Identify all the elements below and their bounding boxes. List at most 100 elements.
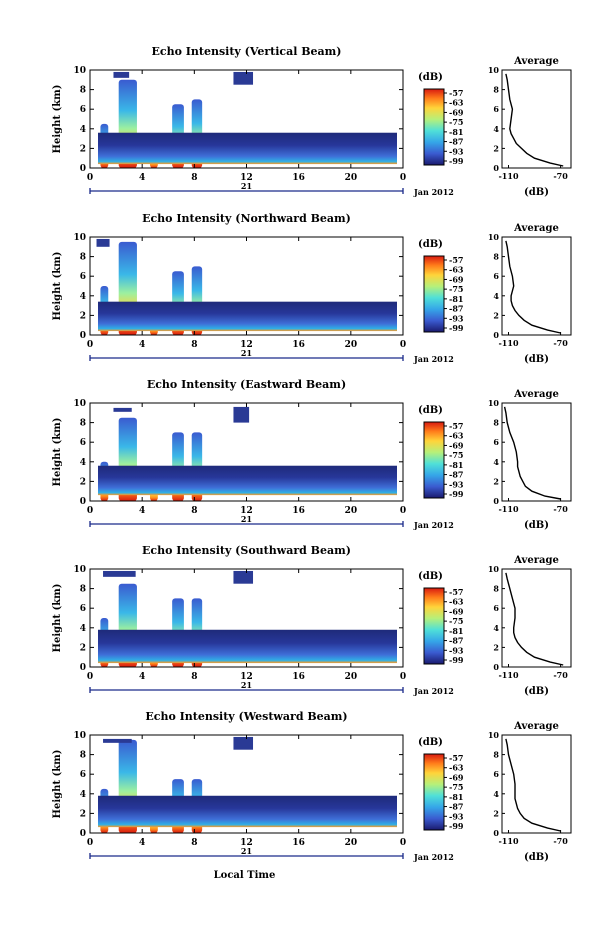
echo-layer xyxy=(98,301,397,332)
colorbar-tick-label: -81 xyxy=(449,460,463,470)
colorbar-unit: (dB) xyxy=(418,405,443,416)
y-tick-label: 10 xyxy=(73,399,86,409)
profile-title: Average xyxy=(513,223,559,234)
colorbar-tick-label: -81 xyxy=(449,792,463,802)
profile-x-label: (dB) xyxy=(524,354,549,365)
y-tick-label: 2 xyxy=(80,809,86,819)
x-tick-label: 0 xyxy=(87,672,93,682)
panel-title: Echo Intensity (Eastward Beam) xyxy=(147,378,346,391)
profile-x-label: (dB) xyxy=(524,187,549,198)
colorbar-tick-label: -81 xyxy=(449,294,463,304)
colorbar-tick-label: -99 xyxy=(449,323,464,333)
profile-y-tick-label: 6 xyxy=(493,437,499,447)
profile-x-label: (dB) xyxy=(524,520,549,531)
profile-y-tick-label: 6 xyxy=(493,603,499,613)
echo-layer xyxy=(98,465,397,496)
y-tick-label: 4 xyxy=(80,125,86,135)
x-tick-label: 12 xyxy=(240,506,253,516)
profile-y-tick-label: 0 xyxy=(493,662,499,672)
panel-2: Echo Intensity (Northward Beam) 0 2 4 6 8 10 He… xyxy=(52,212,572,365)
colorbar-tick-label: -75 xyxy=(449,284,463,294)
y-tick-label: 10 xyxy=(73,731,86,741)
colorbar-tick-label: -87 xyxy=(449,636,463,646)
x-tick-label: 0 xyxy=(87,838,93,848)
profile-x-tick-label: -70 xyxy=(553,171,568,181)
profile-y-tick-label: 10 xyxy=(488,398,500,408)
profile-y-tick-label: 4 xyxy=(493,457,499,467)
heatmap-features xyxy=(98,570,397,667)
y-tick-label: 6 xyxy=(80,770,86,780)
echo-layer xyxy=(98,629,397,664)
colorbar-unit: (dB) xyxy=(418,571,443,582)
x-tick-label: 4 xyxy=(139,672,145,682)
x-tick-label: 4 xyxy=(139,173,145,183)
profile-line xyxy=(505,73,564,167)
colorbar-unit: (dB) xyxy=(418,72,443,83)
y-tick-label: 8 xyxy=(80,585,86,595)
profile-y-tick-label: 2 xyxy=(493,143,499,153)
colorbar-tick-label: -99 xyxy=(449,489,464,499)
date-label: Jan 2012 xyxy=(413,686,454,696)
colorbar-tick-label: -69 xyxy=(449,274,464,284)
profile-x-tick-label: -110 xyxy=(498,171,518,181)
x-tick-label: 0 xyxy=(400,506,406,516)
day-label: 21 xyxy=(241,846,252,856)
panel-3: Echo Intensity (Eastward Beam) 0 2 4 6 8 10 Hei… xyxy=(52,378,572,531)
colorbar-unit: (dB) xyxy=(418,737,443,748)
x-tick-label: 0 xyxy=(87,173,93,183)
profile-title: Average xyxy=(513,721,559,732)
profile-title: Average xyxy=(513,555,559,566)
profile-frame xyxy=(501,402,572,502)
colorbar xyxy=(423,255,445,333)
colorbar-tick-label: -75 xyxy=(449,616,463,626)
y-tick-label: 10 xyxy=(73,233,86,243)
x-tick-label: 20 xyxy=(345,506,358,516)
y-tick-label: 0 xyxy=(80,331,86,341)
x-tick-label: 16 xyxy=(292,506,305,516)
profile-x-tick-label: -70 xyxy=(553,338,568,348)
y-tick-label: 8 xyxy=(80,751,86,761)
profile-y-tick-label: 2 xyxy=(493,310,499,320)
profile-frame xyxy=(501,236,572,336)
y-axis-label: Height (km) xyxy=(52,252,63,321)
echo-layer xyxy=(98,795,397,828)
colorbar-tick-label: -87 xyxy=(449,137,463,147)
colorbar-tick-label: -69 xyxy=(449,107,464,117)
x-tick-label: 16 xyxy=(292,838,305,848)
echo-patch xyxy=(113,71,130,78)
colorbar-tick-label: -93 xyxy=(449,313,464,323)
x-tick-label: 4 xyxy=(139,340,145,350)
profile-line xyxy=(505,572,564,666)
profile-y-tick-label: 4 xyxy=(493,291,499,301)
colorbar xyxy=(423,587,445,665)
colorbar-tick-label: -99 xyxy=(449,156,464,166)
colorbar-tick-label: -57 xyxy=(449,88,463,98)
panel-title: Echo Intensity (Westward Beam) xyxy=(145,710,347,723)
heatmap-features xyxy=(98,736,397,833)
colorbar-tick-label: -63 xyxy=(449,98,464,108)
colorbar-tick-label: -57 xyxy=(449,587,463,597)
colorbar-tick-label: -75 xyxy=(449,450,463,460)
colorbar-tick-label: -63 xyxy=(449,265,464,275)
profile-y-tick-label: 2 xyxy=(493,476,499,486)
panel-title: Echo Intensity (Vertical Beam) xyxy=(151,45,341,58)
heatmap-features xyxy=(98,406,397,501)
profile-y-tick-label: 0 xyxy=(493,828,499,838)
profile-line xyxy=(505,240,561,334)
colorbar-tick-label: -75 xyxy=(449,117,463,127)
x-tick-label: 8 xyxy=(191,506,197,516)
echo-patch xyxy=(103,570,136,577)
y-tick-label: 4 xyxy=(80,790,86,800)
day-label: 21 xyxy=(241,181,252,191)
profile-y-tick-label: 10 xyxy=(488,232,500,242)
colorbar-tick-label: -63 xyxy=(449,763,464,773)
date-label: Jan 2012 xyxy=(413,520,454,530)
x-tick-label: 12 xyxy=(240,340,253,350)
heatmap-features xyxy=(98,71,397,168)
x-tick-label: 8 xyxy=(191,340,197,350)
colorbar-unit: (dB) xyxy=(418,239,443,250)
x-tick-label: 0 xyxy=(400,672,406,682)
y-tick-label: 6 xyxy=(80,438,86,448)
profile-y-tick-label: 2 xyxy=(493,808,499,818)
